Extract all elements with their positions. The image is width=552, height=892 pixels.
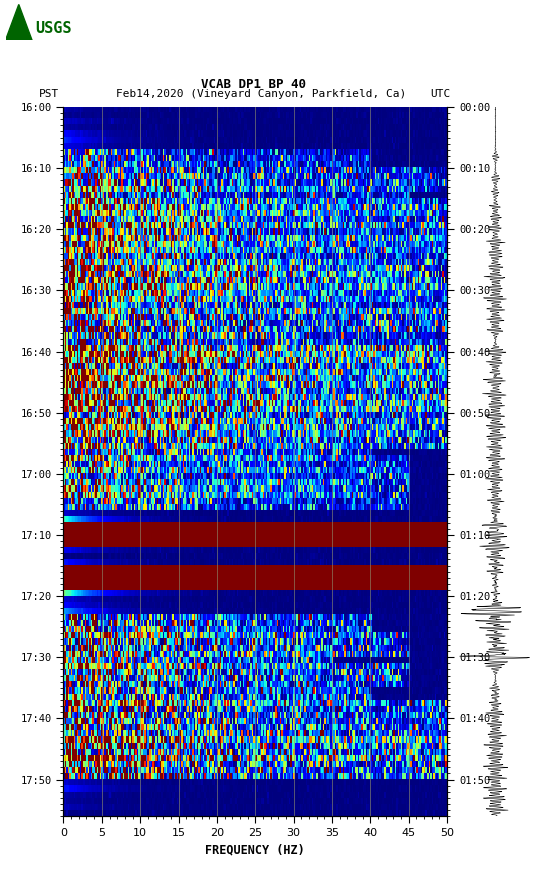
- Text: UTC: UTC: [431, 89, 451, 99]
- X-axis label: FREQUENCY (HZ): FREQUENCY (HZ): [205, 844, 305, 856]
- Text: USGS: USGS: [35, 21, 72, 36]
- Polygon shape: [6, 4, 32, 40]
- Text: PST: PST: [39, 89, 59, 99]
- Text: Feb14,2020 (Vineyard Canyon, Parkfield, Ca): Feb14,2020 (Vineyard Canyon, Parkfield, …: [116, 89, 406, 99]
- Text: VCAB DP1 BP 40: VCAB DP1 BP 40: [201, 78, 306, 91]
